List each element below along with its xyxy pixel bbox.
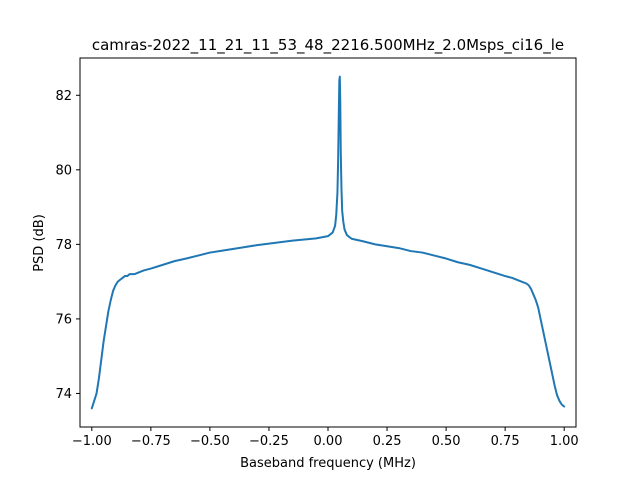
chart-title: camras-2022_11_21_11_53_48_2216.500MHz_2… <box>92 36 564 55</box>
x-tick-label: 0.75 <box>491 434 520 449</box>
y-tick-label: 76 <box>55 312 72 327</box>
x-tick-label: −0.75 <box>131 434 171 449</box>
y-tick-label: 80 <box>55 163 72 178</box>
x-axis: −1.00 −0.75 −0.50 −0.25 0.00 0.25 0.50 0.75 1.00 <box>72 427 579 449</box>
x-tick-label: −1.00 <box>72 434 112 449</box>
psd-series-line <box>90 75 566 410</box>
y-tick-label: 74 <box>55 387 72 402</box>
y-tick-label: 82 <box>55 89 72 104</box>
x-tick-label: −0.25 <box>249 434 289 449</box>
x-axis-label: Baseband frequency (MHz) <box>240 456 416 471</box>
x-tick-label: 0.25 <box>373 434 402 449</box>
x-tick-label: 0.50 <box>432 434 461 449</box>
x-tick-label: 1.00 <box>550 434 579 449</box>
y-tick-label: 78 <box>55 238 72 253</box>
plot-content <box>90 75 566 410</box>
x-tick-label: −0.50 <box>190 434 230 449</box>
y-axis: 74 76 78 80 82 <box>55 89 80 402</box>
x-tick-label: 0.00 <box>314 434 343 449</box>
y-axis-label: PSD (dB) <box>32 214 47 272</box>
